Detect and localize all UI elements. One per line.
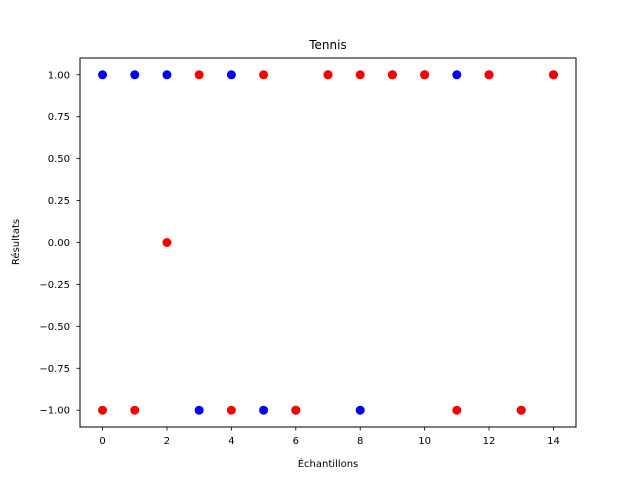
scatter-point — [162, 238, 172, 247]
scatter-point — [355, 70, 365, 80]
scatter-point — [452, 405, 462, 415]
y-axis-label: Résultats — [10, 219, 22, 265]
scatter-point — [291, 405, 301, 415]
scatter-point — [259, 405, 269, 415]
scatter-point — [387, 70, 397, 80]
scatter-point — [548, 70, 558, 80]
x-tick-label: 4 — [228, 436, 234, 447]
plot-area-frame — [79, 57, 577, 428]
scatter-point — [130, 405, 140, 415]
scatter-point — [323, 70, 333, 80]
scatter-point — [226, 70, 236, 80]
x-tick-label: 6 — [293, 436, 299, 447]
x-axis-label: Échantillons — [298, 457, 359, 470]
y-tick-label: 1.00 — [48, 70, 70, 81]
y-tick-label: 0.75 — [48, 112, 70, 123]
data-points — [98, 70, 558, 415]
x-tick-label: 10 — [418, 436, 431, 447]
scatter-point — [259, 70, 269, 80]
scatter-point — [226, 405, 236, 415]
scatter-point — [452, 70, 462, 80]
x-tick-label: 14 — [547, 436, 560, 447]
scatter-point — [130, 70, 140, 80]
scatter-point — [98, 405, 108, 415]
chart-title: Tennis — [308, 38, 346, 52]
scatter-point — [194, 405, 204, 415]
x-tick-label: 12 — [483, 436, 496, 447]
scatter-point — [98, 70, 108, 80]
y-tick-label: 0.50 — [48, 154, 70, 165]
scatter-point — [516, 405, 526, 415]
scatter-point — [484, 70, 494, 80]
y-tick-label: −0.25 — [39, 280, 70, 291]
scatter-point — [420, 70, 430, 80]
scatter-point — [355, 405, 365, 415]
scatter-point — [162, 70, 172, 80]
y-tick-label: 0.00 — [48, 238, 70, 249]
y-tick-label: −0.75 — [39, 364, 70, 375]
y-tick-label: −1.00 — [39, 406, 70, 417]
x-tick-label: 0 — [99, 436, 105, 447]
y-tick-label: −0.50 — [39, 322, 70, 333]
x-axis-ticks: 0 2 4 6 8 10 12 14 — [99, 427, 560, 447]
y-axis-ticks: 1.00 0.75 0.50 0.25 0.00 −0.25 −0.50 −0.75 −1.00 — [39, 70, 80, 417]
x-tick-label: 8 — [357, 436, 363, 447]
x-tick-label: 2 — [164, 436, 170, 447]
y-tick-label: 0.25 — [48, 196, 70, 207]
scatter-point — [194, 70, 204, 80]
